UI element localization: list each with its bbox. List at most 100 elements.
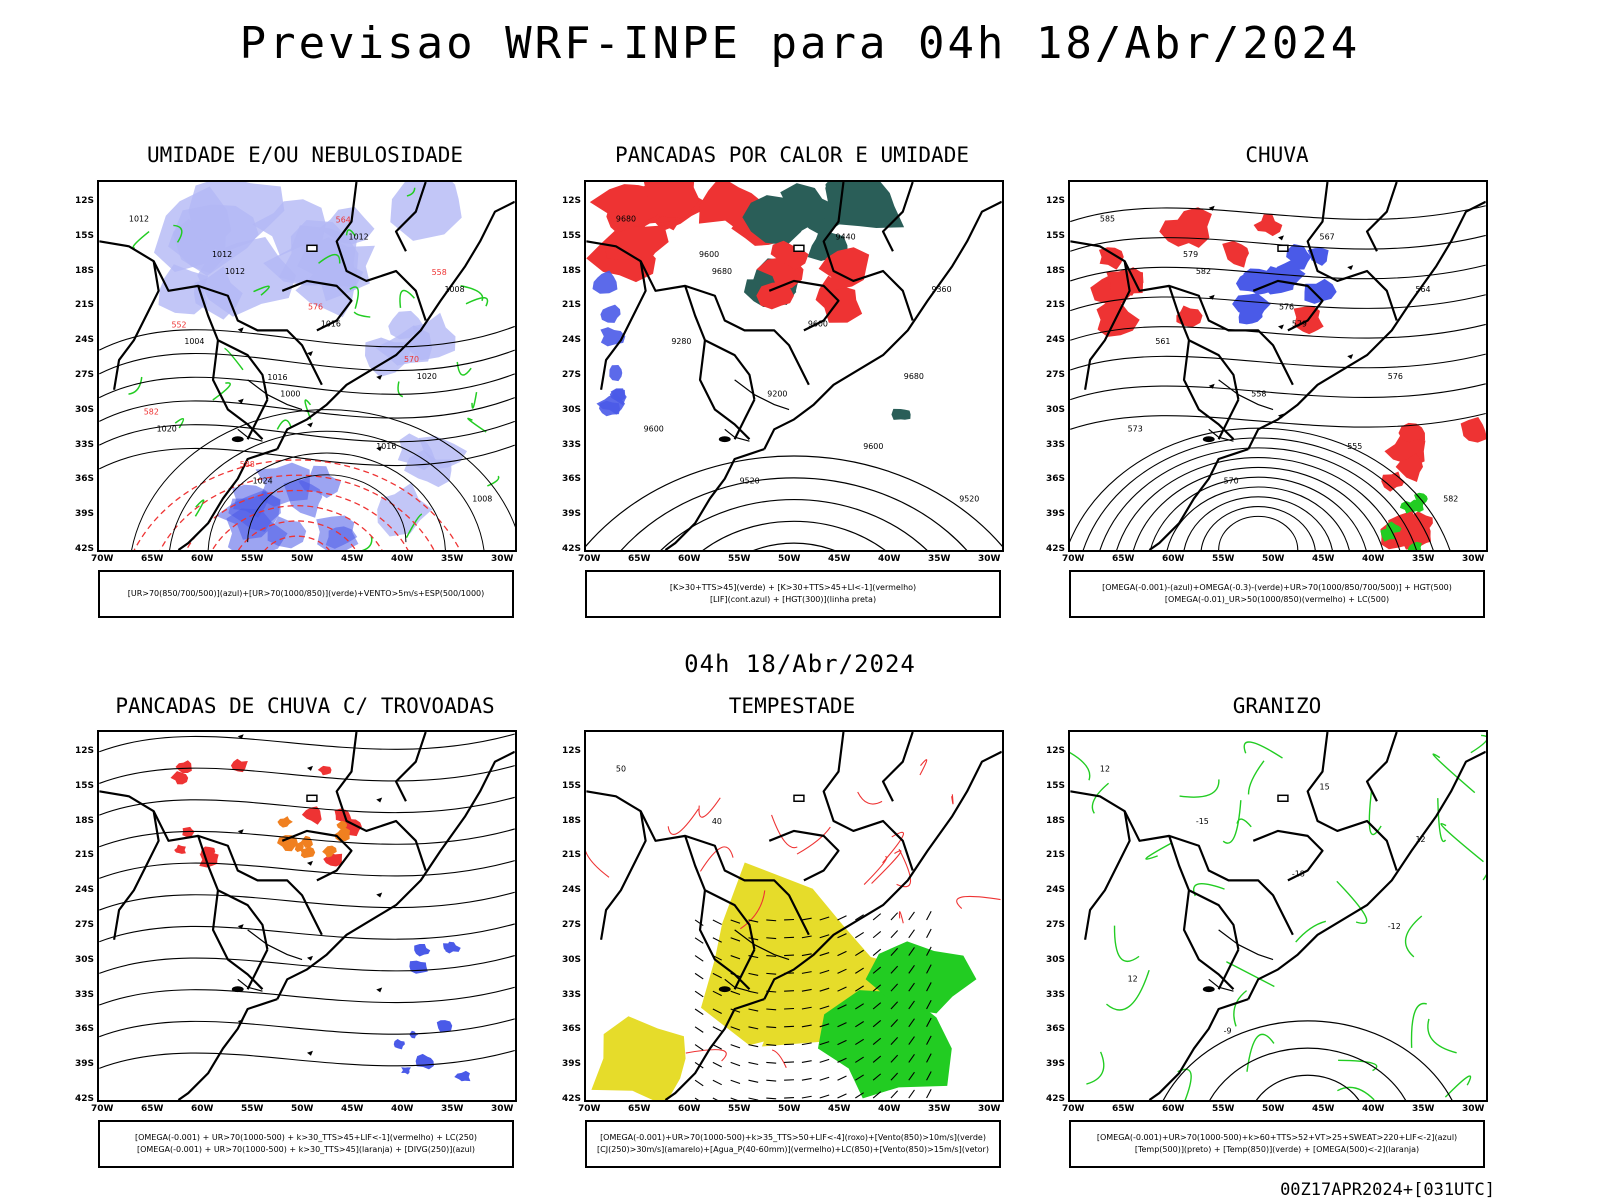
longitude-tick-label: 70W <box>578 1104 601 1114</box>
wind-vector <box>819 1023 830 1028</box>
wind-vector <box>766 1079 777 1082</box>
contour-value-label: 9600 <box>699 250 719 259</box>
wind-vector <box>908 1089 915 1099</box>
wind-vector <box>837 950 847 957</box>
contour-value-label: 9280 <box>671 337 691 346</box>
precipitable-water-contour <box>586 850 610 878</box>
wind-vector <box>837 1039 847 1046</box>
longitude-tick-label: 30W <box>491 554 514 564</box>
contour-value-label: 558 <box>1251 390 1266 399</box>
contour-value-label: 1012 <box>349 232 369 241</box>
latitude-tick-label: 33S <box>562 989 582 1000</box>
wind-vector <box>694 972 704 980</box>
longitude-tick-label: 40W <box>1362 554 1385 564</box>
wind-vector <box>837 986 847 992</box>
wind-vector <box>872 1002 882 1010</box>
jet-stream-area-yellow <box>591 1016 686 1100</box>
temperature-850-contour <box>1086 1051 1105 1085</box>
streamline <box>1070 412 1486 430</box>
contour-value-label: 1020 <box>157 424 177 433</box>
wind-vector <box>748 1097 759 1100</box>
contour-value-label: 9520 <box>740 477 760 486</box>
humidity-area-blue <box>298 465 341 499</box>
country-borders <box>1070 732 1486 1100</box>
latitude-tick-label: 18S <box>562 265 582 276</box>
lifted-index-blue <box>592 270 618 294</box>
contour-value-label: 567 <box>1320 232 1335 241</box>
wind-vector <box>694 919 704 926</box>
wind-vector <box>908 947 915 956</box>
streamline <box>99 373 515 399</box>
latitude-tick-label: 12S <box>1046 746 1066 756</box>
contour-value-label: 9520 <box>959 495 979 504</box>
longitude-tick-label: 70W <box>1062 554 1085 564</box>
wind-vector <box>855 1074 864 1081</box>
wind-vector <box>890 1054 899 1063</box>
precipitable-water-contour <box>871 850 902 884</box>
wind-vector <box>730 1079 741 1085</box>
wind-vector <box>872 1055 882 1063</box>
temperature-850-contour <box>1410 1002 1427 1048</box>
panel-title: PANCADAS DE CHUVA C/ TROVOADAS <box>115 694 495 718</box>
contour-line <box>660 499 928 550</box>
wind-arrow <box>376 446 383 452</box>
contour-line <box>586 455 1002 548</box>
latitude-tick-label: 33S <box>75 439 95 450</box>
humidity-contour-green <box>304 399 312 420</box>
latitude-tick-label: 42S <box>75 1094 95 1104</box>
wind-vector <box>926 1017 932 1028</box>
contour-value-label: 12 <box>1128 974 1138 983</box>
map-canvas: 50 40 <box>586 732 1002 1100</box>
latitude-tick-label: 21S <box>1046 300 1066 311</box>
wind-vector <box>872 931 882 939</box>
wind-vector <box>694 937 704 944</box>
wind-vector <box>890 1090 899 1099</box>
longitude-tick-label: 45W <box>341 1104 364 1114</box>
wind-vector <box>730 990 741 996</box>
contour-line <box>159 474 435 550</box>
weather-map: 12 -15 -18 -12 12 -9 15 12 <box>1068 730 1488 1102</box>
precipitable-water-contour <box>699 846 734 872</box>
latitude-tick-label: 21S <box>1046 850 1066 861</box>
wind-vector <box>694 955 704 962</box>
legend-line: [UR>70(850/700/500)](azul)+[UR>70(1000/8… <box>127 589 485 598</box>
longitude-tick-label: 65W <box>1112 1104 1135 1114</box>
wind-vector <box>855 1003 864 1010</box>
contour-value-label: 561 <box>1155 337 1170 346</box>
panel-title: CHUVA <box>1245 143 1309 167</box>
latitude-tick-label: 33S <box>1046 989 1066 1000</box>
humidity-contour-green <box>253 285 270 296</box>
wind-vector <box>766 1061 777 1064</box>
contour-value-label: 570 <box>1224 477 1239 486</box>
wind-vector <box>855 931 864 939</box>
contour-value-label: 576 <box>1279 303 1294 312</box>
wind-vector <box>855 1092 864 1099</box>
contour-line <box>247 474 407 543</box>
latitude-tick-label: 24S <box>75 335 95 346</box>
wind-vector <box>748 1079 759 1083</box>
contour-value-label: 585 <box>1100 215 1115 224</box>
temperature-850-contour <box>1226 961 1275 988</box>
wind-vector <box>872 966 882 974</box>
longitude-tick-label: 45W <box>1312 1104 1335 1114</box>
latitude-tick-label: 15S <box>75 230 95 241</box>
latitude-tick-label: 30S <box>1046 404 1066 415</box>
wind-vector <box>872 913 882 921</box>
rain-area-red <box>1391 512 1432 546</box>
wind-vector <box>908 911 915 921</box>
latitude-tick-label: 12S <box>1046 196 1066 206</box>
longitude-tick-label: 45W <box>828 1104 851 1114</box>
contour-value-label: 1016 <box>376 442 396 451</box>
contour-value-label: 1020 <box>417 372 437 381</box>
wind-vector <box>819 1041 830 1046</box>
latitude-tick-label: 12S <box>75 746 95 756</box>
contour-line <box>131 409 515 550</box>
contour-value-label: 579 <box>1183 250 1198 259</box>
wind-vector <box>801 988 812 992</box>
contour-line <box>1183 496 1333 550</box>
contour-line <box>1082 437 1434 550</box>
contour-line <box>620 477 968 550</box>
wind-area-green <box>817 990 952 1099</box>
wind-vector <box>819 916 830 921</box>
wind-vector <box>890 1019 899 1028</box>
